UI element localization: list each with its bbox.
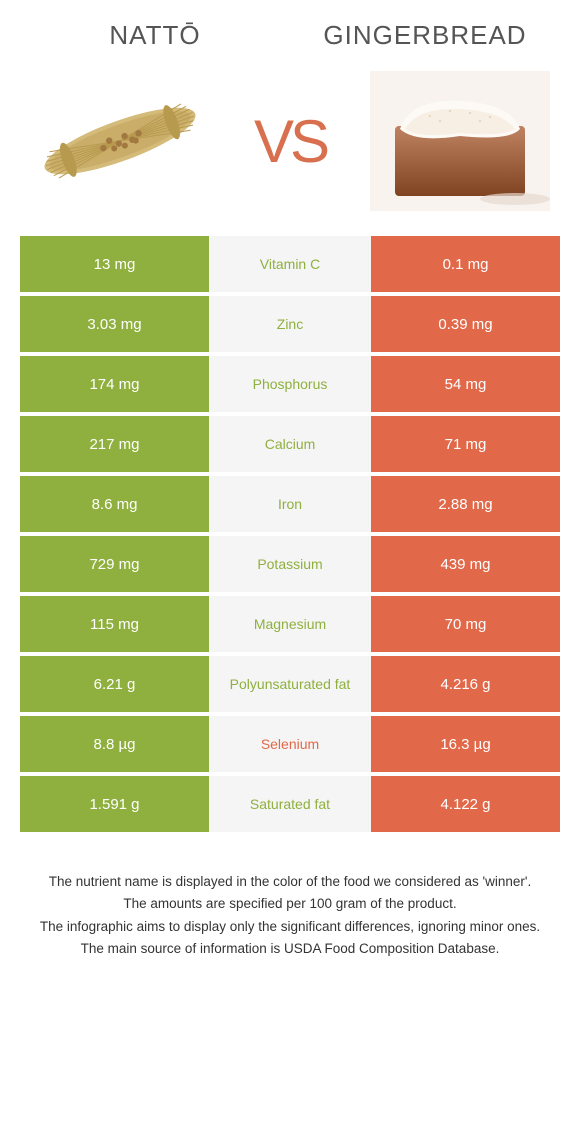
value-right: 54 mg [371, 356, 560, 412]
value-left: 174 mg [20, 356, 209, 412]
images-row: VS [20, 71, 560, 211]
value-left: 217 mg [20, 416, 209, 472]
table-row: 6.21 gPolyunsaturated fat4.216 g [20, 656, 560, 712]
comparison-table: 13 mgVitamin C0.1 mg3.03 mgZinc0.39 mg17… [20, 236, 560, 832]
value-right: 71 mg [371, 416, 560, 472]
vs-label: VS [254, 107, 326, 176]
table-row: 8.8 µgSelenium16.3 µg [20, 716, 560, 772]
food-a-title: Nattō [20, 20, 290, 51]
value-right: 4.122 g [371, 776, 560, 832]
infographic-container: Nattō Gingerbread [0, 0, 580, 959]
value-left: 1.591 g [20, 776, 209, 832]
value-left: 115 mg [20, 596, 209, 652]
footer-line: The infographic aims to display only the… [35, 917, 545, 937]
food-a-image [30, 71, 210, 211]
nutrient-label: Polyunsaturated fat [209, 656, 371, 712]
table-row: 13 mgVitamin C0.1 mg [20, 236, 560, 292]
nutrient-label: Zinc [209, 296, 371, 352]
footer-line: The amounts are specified per 100 gram o… [35, 894, 545, 914]
table-row: 217 mgCalcium71 mg [20, 416, 560, 472]
nutrient-label: Vitamin C [209, 236, 371, 292]
value-left: 6.21 g [20, 656, 209, 712]
table-row: 3.03 mgZinc0.39 mg [20, 296, 560, 352]
table-row: 729 mgPotassium439 mg [20, 536, 560, 592]
value-right: 0.39 mg [371, 296, 560, 352]
table-row: 174 mgPhosphorus54 mg [20, 356, 560, 412]
nutrient-label: Saturated fat [209, 776, 371, 832]
value-left: 3.03 mg [20, 296, 209, 352]
value-right: 16.3 µg [371, 716, 560, 772]
header-row: Nattō Gingerbread [20, 20, 560, 51]
nutrient-label: Iron [209, 476, 371, 532]
nutrient-label: Magnesium [209, 596, 371, 652]
footer-line: The main source of information is USDA F… [35, 939, 545, 959]
value-right: 4.216 g [371, 656, 560, 712]
value-left: 8.8 µg [20, 716, 209, 772]
nutrient-label: Potassium [209, 536, 371, 592]
table-row: 115 mgMagnesium70 mg [20, 596, 560, 652]
value-right: 439 mg [371, 536, 560, 592]
table-row: 8.6 mgIron2.88 mg [20, 476, 560, 532]
nutrient-label: Phosphorus [209, 356, 371, 412]
value-right: 70 mg [371, 596, 560, 652]
value-right: 0.1 mg [371, 236, 560, 292]
value-left: 729 mg [20, 536, 209, 592]
nutrient-label: Selenium [209, 716, 371, 772]
table-row: 1.591 gSaturated fat4.122 g [20, 776, 560, 832]
food-b-image [370, 71, 550, 211]
nutrient-label: Calcium [209, 416, 371, 472]
footer-notes: The nutrient name is displayed in the co… [20, 872, 560, 959]
value-left: 8.6 mg [20, 476, 209, 532]
value-left: 13 mg [20, 236, 209, 292]
footer-line: The nutrient name is displayed in the co… [35, 872, 545, 892]
food-b-title: Gingerbread [290, 20, 560, 51]
value-right: 2.88 mg [371, 476, 560, 532]
